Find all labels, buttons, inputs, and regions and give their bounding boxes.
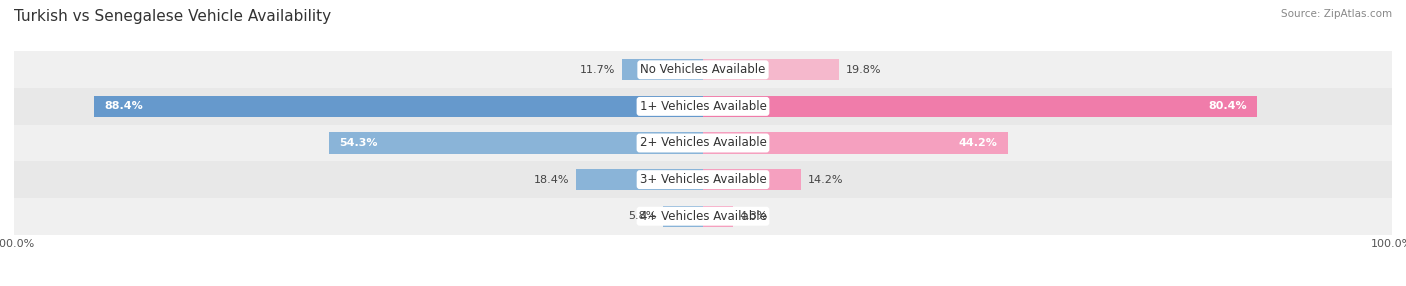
Text: 88.4%: 88.4% bbox=[104, 102, 143, 111]
Text: 11.7%: 11.7% bbox=[581, 65, 616, 75]
Bar bbox=[664, 206, 703, 227]
Text: 2+ Vehicles Available: 2+ Vehicles Available bbox=[640, 136, 766, 150]
Bar bbox=[576, 169, 703, 190]
Bar bbox=[703, 132, 1008, 154]
Bar bbox=[94, 96, 703, 117]
Text: 3+ Vehicles Available: 3+ Vehicles Available bbox=[640, 173, 766, 186]
Text: Source: ZipAtlas.com: Source: ZipAtlas.com bbox=[1281, 9, 1392, 19]
Bar bbox=[664, 206, 703, 227]
Bar bbox=[14, 51, 1392, 88]
Text: 1+ Vehicles Available: 1+ Vehicles Available bbox=[640, 100, 766, 113]
Bar bbox=[576, 169, 703, 190]
Bar bbox=[703, 169, 801, 190]
Bar bbox=[703, 206, 733, 227]
Text: 18.4%: 18.4% bbox=[534, 175, 569, 184]
Bar bbox=[623, 59, 703, 80]
Bar bbox=[703, 59, 839, 80]
Bar bbox=[94, 96, 703, 117]
Text: 44.2%: 44.2% bbox=[959, 138, 997, 148]
Bar bbox=[14, 88, 1392, 125]
Bar bbox=[14, 125, 1392, 161]
Bar bbox=[14, 198, 1392, 235]
Text: 4.3%: 4.3% bbox=[740, 211, 768, 221]
Bar bbox=[623, 59, 703, 80]
Bar bbox=[703, 96, 1257, 117]
Text: 5.8%: 5.8% bbox=[627, 211, 657, 221]
Bar bbox=[14, 161, 1392, 198]
Text: Turkish vs Senegalese Vehicle Availability: Turkish vs Senegalese Vehicle Availabili… bbox=[14, 9, 332, 23]
Bar bbox=[329, 132, 703, 154]
Text: 19.8%: 19.8% bbox=[846, 65, 882, 75]
Text: 80.4%: 80.4% bbox=[1208, 102, 1247, 111]
Text: 14.2%: 14.2% bbox=[807, 175, 844, 184]
Text: 54.3%: 54.3% bbox=[339, 138, 378, 148]
Bar bbox=[329, 132, 703, 154]
Text: 4+ Vehicles Available: 4+ Vehicles Available bbox=[640, 210, 766, 223]
Text: No Vehicles Available: No Vehicles Available bbox=[640, 63, 766, 76]
